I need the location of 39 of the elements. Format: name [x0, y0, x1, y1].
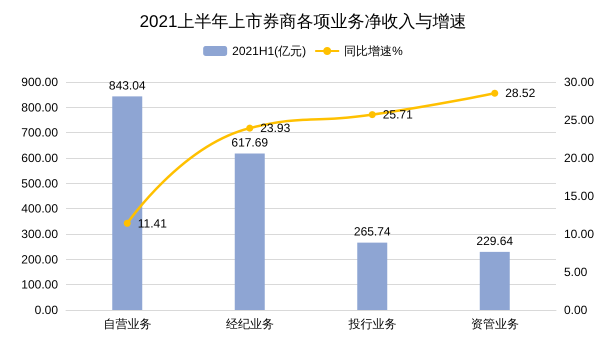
x-tick-label: 资管业务 — [470, 317, 519, 331]
data-label: 11.41 — [138, 216, 168, 230]
chart-title: 2021上半年上市券商各项业务净收入与增速 — [140, 12, 466, 31]
bar — [357, 242, 388, 310]
point — [491, 90, 498, 97]
point — [124, 220, 131, 227]
x-tick-label: 投行业务 — [347, 317, 396, 331]
y-tick-label: 300.00 — [21, 227, 58, 241]
y2-tick-label: 10.00 — [564, 227, 594, 241]
x-tick-label: 自营业务 — [103, 317, 152, 331]
y-tick-label: 600.00 — [21, 151, 58, 165]
y2-tick-label: 0.00 — [564, 303, 588, 317]
data-label: 617.69 — [231, 136, 268, 150]
y2-tick-label: 15.00 — [564, 189, 594, 203]
y2-tick-label: 30.00 — [564, 75, 594, 89]
y-tick-label: 200.00 — [21, 252, 58, 266]
data-label: 229.64 — [476, 234, 514, 248]
y-tick-label: 100.00 — [21, 278, 58, 292]
y2-tick-label: 5.00 — [564, 265, 588, 279]
bar — [234, 154, 265, 310]
data-label: 28.52 — [505, 86, 536, 100]
point — [246, 124, 254, 132]
point — [368, 111, 376, 118]
y2-tick-label: 20.00 — [564, 151, 594, 165]
bar — [480, 252, 510, 310]
y-tick-label: 500.00 — [21, 176, 58, 190]
y-tick-label: 900.00 — [21, 75, 58, 89]
data-label: 25.71 — [382, 108, 414, 122]
x-tick-label: 经纪业务 — [226, 317, 274, 331]
data-label: 843.04 — [108, 78, 146, 92]
legend-label: 同比增速% — [344, 44, 404, 58]
y-tick-label: 800.00 — [21, 100, 58, 114]
y-tick-label: 0.00 — [34, 303, 58, 317]
y-tick-label: 400.00 — [21, 202, 58, 216]
data-label: 23.93 — [260, 121, 291, 136]
y-tick-label: 700.00 — [21, 126, 58, 140]
data-label: 265.74 — [354, 224, 391, 239]
y2-tick-label: 25.00 — [564, 113, 594, 127]
legend-label: 2021H1(亿元) — [232, 44, 306, 58]
